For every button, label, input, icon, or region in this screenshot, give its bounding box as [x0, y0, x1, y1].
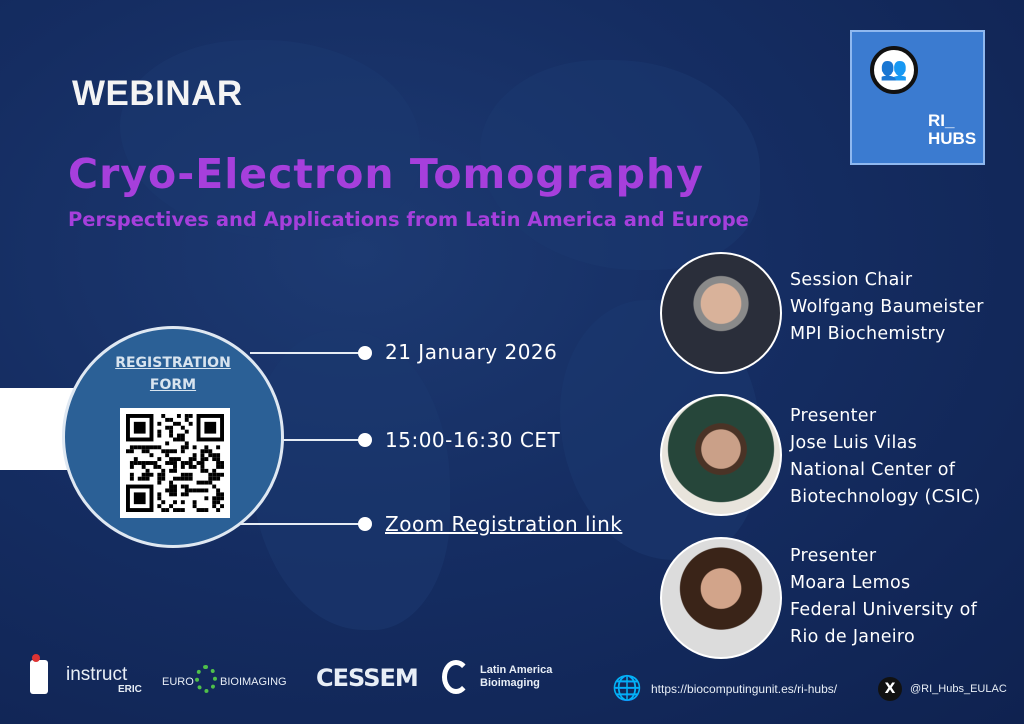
page-title: Cryo-Electron Tomography: [68, 150, 704, 198]
speaker-name: Moara Lemos: [790, 573, 911, 593]
qr-code-icon[interactable]: [120, 408, 230, 518]
speaker-role: Session Chair: [790, 270, 913, 290]
bullet-dot: [358, 346, 372, 360]
webinar-label: WEBINAR: [72, 74, 243, 113]
speaker-info: Presenter Moara Lemos Federal University…: [790, 543, 977, 651]
map-landmass: [250, 330, 450, 630]
eurobioimaging-logo: EURO: [162, 676, 194, 688]
instruct-logo: instruct: [66, 664, 128, 685]
instruct-logo-icon: [30, 654, 48, 694]
speaker-info: Session Chair Wolfgang Baumeister MPI Bi…: [790, 267, 984, 348]
bullet-dot: [358, 517, 372, 531]
speaker-affiliation: Biotechnology (CSIC): [790, 487, 981, 507]
connector-line: [250, 352, 365, 354]
registration-form-link[interactable]: REGISTRATION FORM: [115, 355, 231, 393]
speaker-affiliation: MPI Biochemistry: [790, 324, 946, 344]
logo-text: RI_: [928, 111, 955, 130]
bullet-dot: [358, 433, 372, 447]
speaker-affiliation: Federal University of: [790, 600, 978, 620]
eurobioimaging-logo: BIOIMAGING: [220, 676, 287, 688]
page-subtitle: Perspectives and Applications from Latin…: [68, 208, 749, 231]
eurobioimaging-icon: [195, 665, 217, 693]
latin-america-bioimaging-logo: Latin America Bioimaging: [480, 664, 553, 689]
event-time: 15:00-16:30 CET: [385, 428, 561, 452]
speaker-photo: [660, 394, 782, 516]
cessem-logo: CESSEM: [316, 664, 419, 692]
event-date: 21 January 2026: [385, 340, 558, 364]
map-landmass: [120, 40, 420, 240]
x-twitter-icon: X: [878, 677, 902, 701]
speaker-affiliation: National Center of: [790, 460, 956, 480]
speaker-photo: [660, 537, 782, 659]
speaker-name: Jose Luis Vilas: [790, 433, 918, 453]
logo-text: HUBS: [928, 129, 977, 148]
instruct-logo-eric: ERIC: [118, 684, 142, 695]
twitter-handle[interactable]: @RI_Hubs_EULAC: [910, 683, 1007, 695]
map-landmass: [480, 60, 760, 270]
speaker-info: Presenter Jose Luis Vilas National Cente…: [790, 403, 981, 511]
connector-line: [240, 523, 365, 525]
speaker-role: Presenter: [790, 546, 877, 566]
website-link[interactable]: https://biocomputingunit.es/ri-hubs/: [651, 682, 838, 696]
speaker-photo: [660, 252, 782, 374]
latin-america-bioimaging-icon: [442, 660, 470, 694]
speaker-name: Wolfgang Baumeister: [790, 297, 984, 317]
people-icon: 👥: [870, 46, 918, 94]
ri-hubs-logo: 👥 RI_ HUBS: [850, 30, 985, 165]
globe-icon: 🌐: [612, 674, 642, 702]
speaker-role: Presenter: [790, 406, 877, 426]
zoom-registration-link[interactable]: Zoom Registration link: [385, 512, 623, 536]
speaker-affiliation: Rio de Janeiro: [790, 627, 916, 647]
connector-line: [282, 439, 367, 441]
